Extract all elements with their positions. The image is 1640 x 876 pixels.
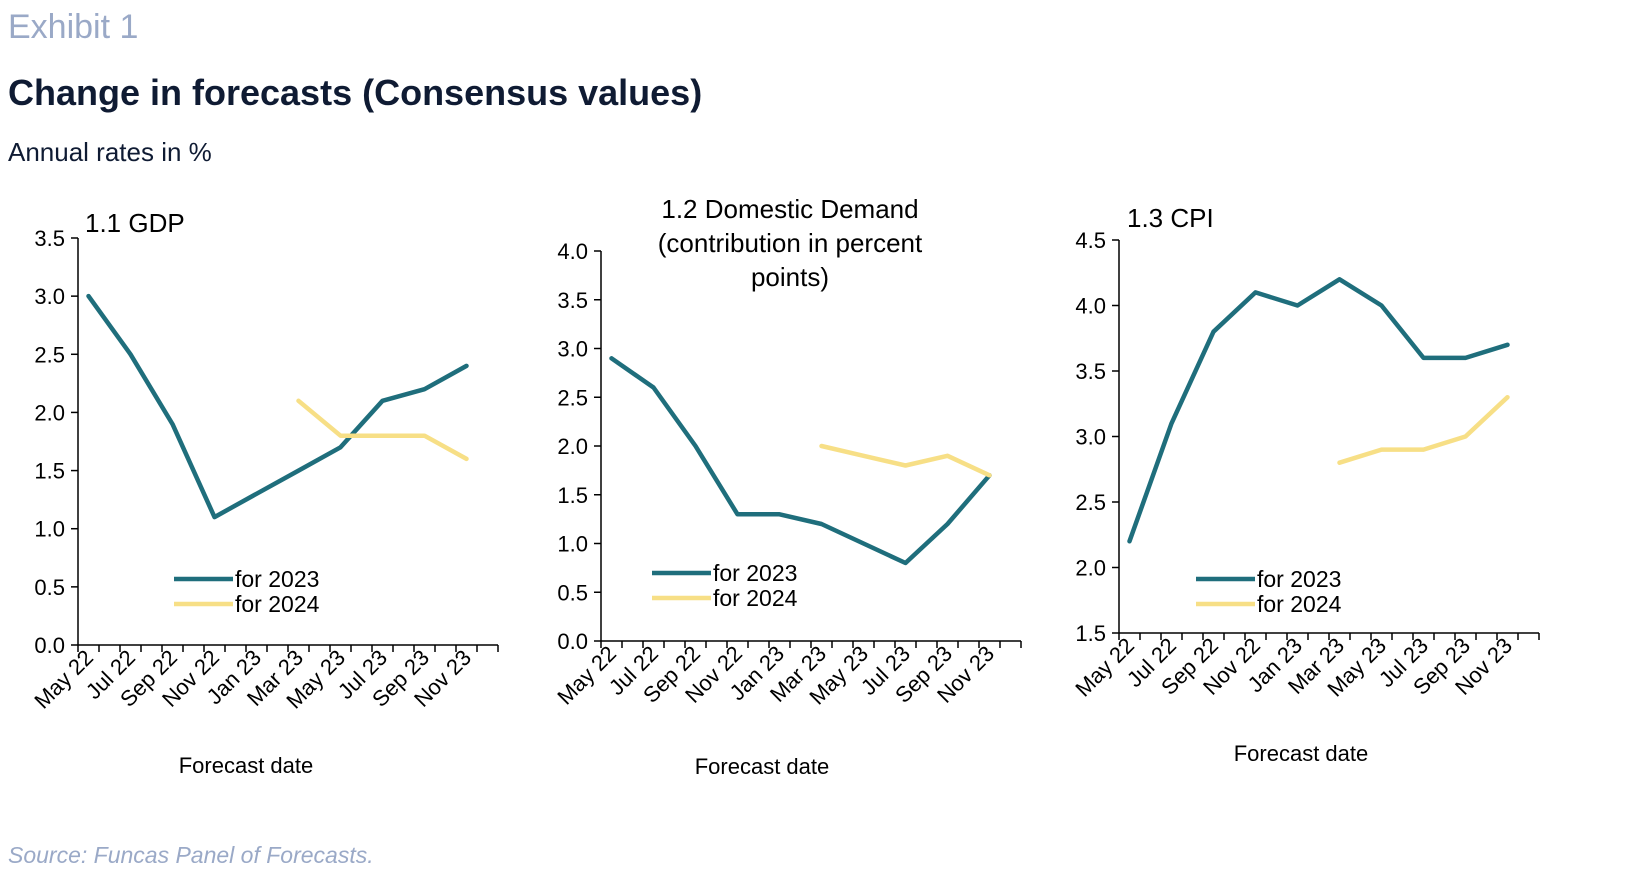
data-point bbox=[946, 522, 949, 526]
y-tick-label: 1.5 bbox=[1075, 621, 1106, 646]
y-tick-label: 2.0 bbox=[34, 400, 65, 425]
y-tick-label: 0.5 bbox=[34, 575, 65, 600]
y-tick-label: 0.0 bbox=[34, 633, 65, 658]
data-point bbox=[297, 469, 300, 473]
x-axis-title: Forecast date bbox=[695, 754, 830, 779]
data-point bbox=[1296, 304, 1299, 307]
series-line-for-2024 bbox=[1337, 394, 1510, 465]
data-point bbox=[423, 434, 426, 438]
data-point bbox=[988, 473, 991, 477]
data-point bbox=[129, 352, 132, 356]
data-point bbox=[465, 364, 468, 368]
y-tick-label: 2.0 bbox=[557, 434, 588, 459]
data-point bbox=[1506, 343, 1509, 347]
y-tick-label: 3.0 bbox=[34, 284, 65, 309]
data-point bbox=[339, 445, 342, 449]
data-point bbox=[1380, 448, 1383, 452]
y-tick-label: 2.0 bbox=[1075, 556, 1106, 581]
data-point bbox=[778, 512, 781, 516]
data-point bbox=[1464, 356, 1467, 360]
data-point bbox=[1170, 421, 1173, 425]
series-line-for-2023 bbox=[1127, 277, 1510, 544]
page-subtitle: Annual rates in % bbox=[8, 137, 212, 167]
legend-label: for 2023 bbox=[1257, 566, 1341, 592]
data-point bbox=[1254, 290, 1257, 294]
data-point bbox=[904, 464, 907, 467]
series-line-for-2024 bbox=[819, 443, 992, 478]
legend-label: for 2024 bbox=[713, 585, 798, 611]
x-axis-title: Forecast date bbox=[1234, 741, 1369, 766]
data-point bbox=[213, 515, 216, 519]
data-point bbox=[1464, 435, 1467, 438]
y-tick-label: 2.5 bbox=[557, 385, 588, 410]
x-axis-title: Forecast date bbox=[179, 753, 314, 778]
data-point bbox=[1338, 461, 1341, 465]
data-point bbox=[1380, 304, 1383, 307]
data-point bbox=[862, 542, 865, 545]
legend-label: for 2023 bbox=[713, 560, 797, 586]
y-tick-label: 4.5 bbox=[1075, 228, 1106, 253]
data-point bbox=[1422, 356, 1425, 360]
y-tick-label: 3.5 bbox=[34, 226, 65, 251]
data-point bbox=[255, 492, 258, 496]
legend-label: for 2024 bbox=[1257, 591, 1342, 617]
data-point bbox=[423, 387, 426, 391]
source-note: Source: Funcas Panel of Forecasts. bbox=[8, 842, 374, 868]
data-point bbox=[1422, 448, 1425, 452]
chart-title: 1.1 GDP bbox=[85, 208, 185, 238]
data-point bbox=[652, 386, 655, 389]
exhibit-label: Exhibit 1 bbox=[8, 8, 139, 46]
y-tick-label: 1.0 bbox=[557, 532, 588, 557]
data-point bbox=[736, 512, 739, 516]
y-tick-label: 3.0 bbox=[1075, 425, 1106, 450]
y-tick-label: 0.5 bbox=[557, 580, 588, 605]
data-point bbox=[465, 457, 468, 461]
y-tick-label: 1.5 bbox=[557, 483, 588, 508]
data-point bbox=[904, 561, 907, 565]
y-tick-label: 2.5 bbox=[34, 342, 65, 367]
series-line-for-2024 bbox=[296, 398, 469, 462]
data-point bbox=[820, 522, 823, 526]
legend-label: for 2023 bbox=[235, 566, 319, 592]
chart-title: 1.3 CPI bbox=[1127, 203, 1214, 233]
legend-label: for 2024 bbox=[235, 591, 320, 617]
data-point bbox=[820, 444, 823, 448]
data-point bbox=[946, 454, 949, 458]
y-tick-label: 4.0 bbox=[1075, 294, 1106, 319]
data-point bbox=[1506, 395, 1509, 399]
y-tick-label: 3.5 bbox=[557, 288, 588, 313]
y-tick-label: 3.0 bbox=[557, 337, 588, 362]
data-point bbox=[1338, 277, 1341, 281]
chart-panel-2: 1.2 Domestic Demand (contribution in perc… bbox=[552, 194, 1022, 779]
data-point bbox=[610, 356, 613, 360]
y-tick-label: 4.0 bbox=[557, 239, 588, 264]
data-point bbox=[297, 399, 300, 403]
series-line-for-2023 bbox=[609, 356, 992, 566]
data-point bbox=[694, 444, 697, 448]
data-point bbox=[87, 294, 90, 298]
chart-title: 1.2 Domestic Demand (contribution in perc… bbox=[658, 194, 923, 292]
data-point bbox=[862, 454, 865, 458]
data-point bbox=[1212, 330, 1215, 334]
y-tick-label: 2.5 bbox=[1075, 490, 1106, 515]
data-point bbox=[381, 399, 384, 403]
y-tick-label: 3.5 bbox=[1075, 359, 1106, 384]
page-title: Change in forecasts (Consensus values) bbox=[8, 72, 703, 113]
data-point bbox=[339, 434, 342, 438]
y-tick-label: 1.5 bbox=[34, 459, 65, 484]
y-tick-label: 1.0 bbox=[34, 517, 65, 542]
data-point bbox=[171, 422, 174, 426]
y-tick-label: 0.0 bbox=[557, 629, 588, 654]
series-line-for-2023 bbox=[86, 293, 469, 520]
data-point bbox=[381, 434, 384, 438]
data-point bbox=[1128, 539, 1131, 543]
